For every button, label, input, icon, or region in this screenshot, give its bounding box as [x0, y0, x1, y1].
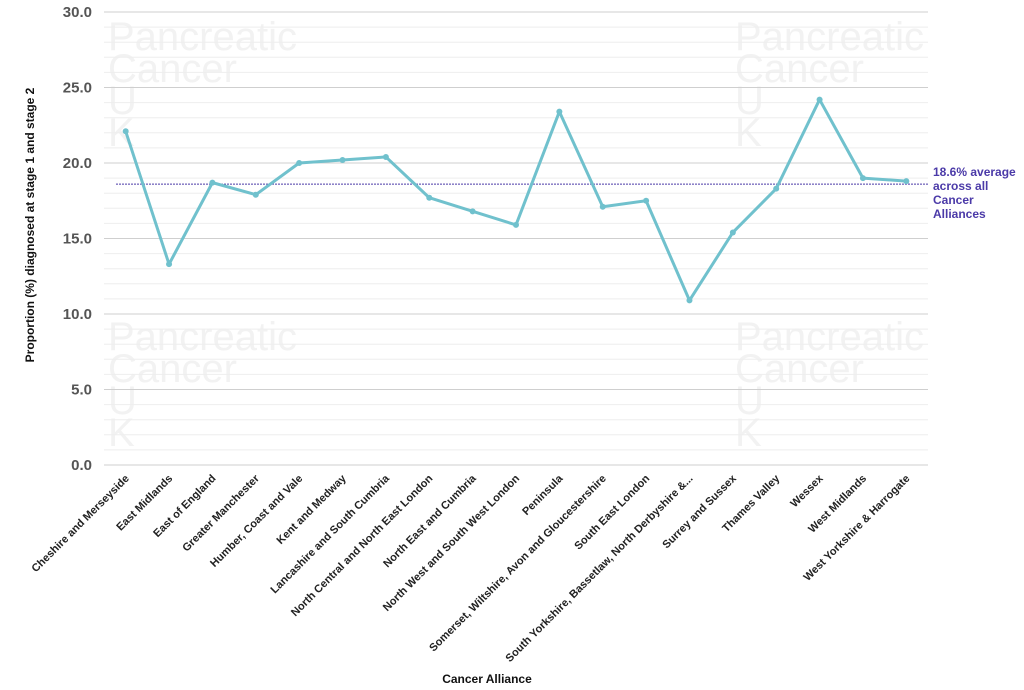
x-tick-label: Greater Manchester [180, 472, 262, 554]
x-axis-title: Cancer Alliance [442, 672, 532, 686]
x-tick-label: Wessex [788, 472, 826, 510]
watermark-text: K [735, 411, 762, 455]
data-point [166, 261, 173, 268]
watermark-text: Pancreatic [108, 15, 297, 59]
watermark-text: U [108, 79, 137, 123]
data-point [859, 175, 866, 182]
data-point [903, 178, 910, 185]
data-point [252, 191, 259, 198]
data-point [209, 179, 216, 186]
data-point [773, 185, 780, 192]
watermark-text: U [735, 379, 764, 423]
y-tick-label: 30.0 [63, 4, 92, 21]
y-tick-label: 15.0 [63, 231, 92, 248]
watermark-text: Pancreatic [735, 15, 924, 59]
y-tick-label: 25.0 [63, 80, 92, 97]
data-point [729, 229, 736, 236]
x-tick-label: South East London [572, 472, 652, 552]
data-point [296, 160, 303, 166]
average-label: Alliances [933, 207, 986, 221]
data-point [339, 156, 346, 163]
y-tick-label: 10.0 [63, 306, 92, 323]
data-point [513, 221, 519, 228]
watermark-text: Pancreatic [735, 315, 924, 359]
average-label: Cancer [933, 193, 974, 207]
data-point [382, 153, 389, 160]
watermark-text: K [108, 411, 135, 455]
y-tick-label: 5.0 [71, 382, 92, 399]
watermark-text: Cancer [108, 47, 237, 91]
y-tick-label: 0.0 [71, 457, 92, 474]
watermark-text: U [735, 79, 764, 123]
data-point [599, 203, 606, 210]
series-line [124, 98, 907, 302]
data-point [643, 197, 650, 204]
data-point [426, 194, 433, 201]
data-point [122, 128, 129, 135]
y-axis-title: Proportion (%) diagnosed at stage 1 and … [23, 87, 37, 362]
y-axis-ticks: 0.0 5.0 10.0 15.0 20.0 25.0 30.0 [63, 4, 92, 474]
watermark-text: Cancer [735, 347, 864, 391]
data-point [556, 108, 563, 115]
gridlines [104, 11, 928, 466]
series-group [122, 96, 910, 304]
x-tick-label: Surrey and Sussex [660, 472, 739, 551]
watermark-text: U [108, 379, 137, 423]
y-tick-label: 20.0 [63, 155, 92, 172]
average-label: across all [933, 179, 988, 193]
watermark-text: Cancer [108, 347, 237, 391]
data-point [686, 297, 693, 304]
x-tick-label: Peninsula [520, 472, 566, 518]
watermark-text: Pancreatic [108, 315, 297, 359]
data-point [816, 96, 823, 103]
average-label: 18.6% average [933, 165, 1016, 179]
watermark-text: Cancer [735, 47, 864, 91]
data-point [469, 208, 476, 215]
